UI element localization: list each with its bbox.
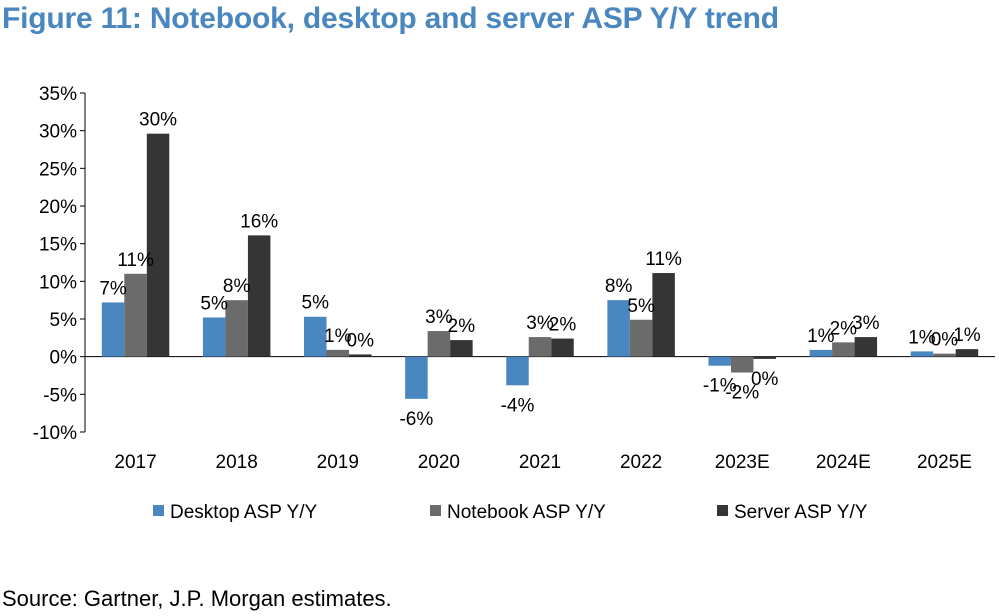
bar-desktop — [607, 300, 630, 357]
bar-chart: 35%30%25%20%15%10%5%0%-5%-10% 2017 2018 20… — [33, 84, 995, 523]
bar-desktop — [809, 349, 833, 357]
bar-notebook — [326, 349, 350, 357]
data-label: -2% — [725, 382, 759, 403]
x-tick-label: 2023E — [715, 452, 770, 473]
legend-label: Notebook ASP Y/Y — [447, 502, 606, 523]
bar-notebook — [225, 300, 248, 357]
data-label: 1% — [953, 325, 981, 346]
legend: Desktop ASP Y/Y Notebook ASP Y/Y Server AS… — [153, 502, 868, 523]
x-tick-label: 2022 — [620, 452, 662, 473]
data-label: 0% — [347, 330, 375, 351]
data-label: 30% — [139, 110, 177, 131]
x-tick-label: 2018 — [216, 452, 258, 473]
bar-desktop — [506, 356, 529, 386]
x-tick-label: 2021 — [519, 452, 561, 473]
data-label: 8% — [223, 276, 251, 297]
data-label: 3% — [852, 313, 880, 334]
x-tick-label: 2020 — [418, 452, 460, 473]
bar-desktop — [202, 317, 226, 357]
data-labels: 7%11%30%5%8%16%5%1%0%-6%3%2%-4%3%2%8%5%1… — [99, 110, 980, 430]
data-label: 1% — [908, 327, 936, 348]
bars — [101, 133, 979, 399]
data-label: 5% — [627, 296, 655, 317]
data-label: 2% — [549, 315, 577, 336]
y-tick-label: 0% — [50, 348, 78, 369]
data-label: 5% — [200, 293, 228, 314]
y-tick-label: 30% — [39, 122, 77, 143]
bar-desktop — [405, 356, 428, 399]
bar-server — [753, 356, 776, 359]
y-tick-label: -5% — [43, 385, 77, 406]
data-label: 8% — [605, 276, 633, 297]
y-tick-label: 5% — [50, 310, 78, 331]
legend-label: Server ASP Y/Y — [734, 502, 868, 523]
y-axis: 35% 30% 25% 20% 15% 10% 5% 0% -5% -10% — [33, 84, 86, 444]
bar-desktop — [910, 351, 934, 357]
bar-notebook — [124, 273, 147, 357]
x-tick-label: 2025E — [917, 452, 972, 473]
x-tick-label: 2024E — [816, 452, 871, 473]
data-label: 7% — [99, 278, 127, 299]
y-tick-label: 15% — [39, 235, 77, 256]
y-tick-label: 10% — [39, 272, 77, 293]
x-tick-label: 2017 — [114, 452, 156, 473]
data-label: 5% — [302, 293, 330, 314]
data-label: 1% — [807, 326, 835, 347]
bar-desktop — [708, 356, 731, 366]
data-label: 1% — [324, 326, 352, 347]
x-tick-label: 2019 — [317, 452, 359, 473]
bar-desktop — [304, 316, 327, 357]
data-label: -6% — [399, 409, 433, 430]
bar-server — [450, 340, 473, 357]
y-tick-label: 20% — [39, 197, 77, 218]
y-tick-label: 25% — [39, 159, 77, 180]
bar-server — [349, 354, 372, 357]
data-label: 11% — [645, 249, 682, 270]
bar-server — [955, 349, 979, 357]
data-label: 11% — [117, 250, 154, 271]
data-label: 16% — [240, 211, 278, 232]
data-label: 2% — [448, 316, 476, 337]
figure-title: Figure 11: Notebook, desktop and server … — [2, 2, 779, 35]
legend-swatch — [717, 505, 728, 516]
bar-notebook — [427, 331, 451, 357]
bar-server — [247, 235, 271, 357]
y-tick-label: -10% — [33, 423, 77, 444]
bar-desktop — [101, 302, 125, 357]
legend-swatch — [153, 505, 164, 516]
bar-server — [551, 338, 574, 357]
bar-notebook — [528, 337, 552, 357]
data-label: 3% — [425, 307, 453, 328]
source-note: Source: Gartner, J.P. Morgan estimates. — [2, 586, 392, 611]
bar-notebook — [629, 319, 653, 357]
data-label: 0% — [751, 369, 779, 390]
bar-notebook — [730, 356, 754, 373]
bar-server — [854, 337, 878, 357]
data-label: 3% — [526, 313, 554, 334]
legend-label: Desktop ASP Y/Y — [170, 502, 317, 523]
bar-notebook — [933, 353, 956, 357]
y-tick-label: 35% — [39, 84, 77, 105]
data-label: -1% — [703, 376, 737, 397]
x-axis: 2017 2018 2019 2020 2021 2022 2023E 2024E 2025E — [85, 356, 995, 473]
bar-server — [146, 133, 170, 357]
data-label: 0% — [931, 330, 959, 351]
bar-notebook — [832, 342, 855, 357]
bar-server — [652, 273, 675, 357]
legend-swatch — [430, 505, 441, 516]
data-label: -4% — [501, 395, 535, 416]
data-label: 2% — [830, 318, 858, 339]
